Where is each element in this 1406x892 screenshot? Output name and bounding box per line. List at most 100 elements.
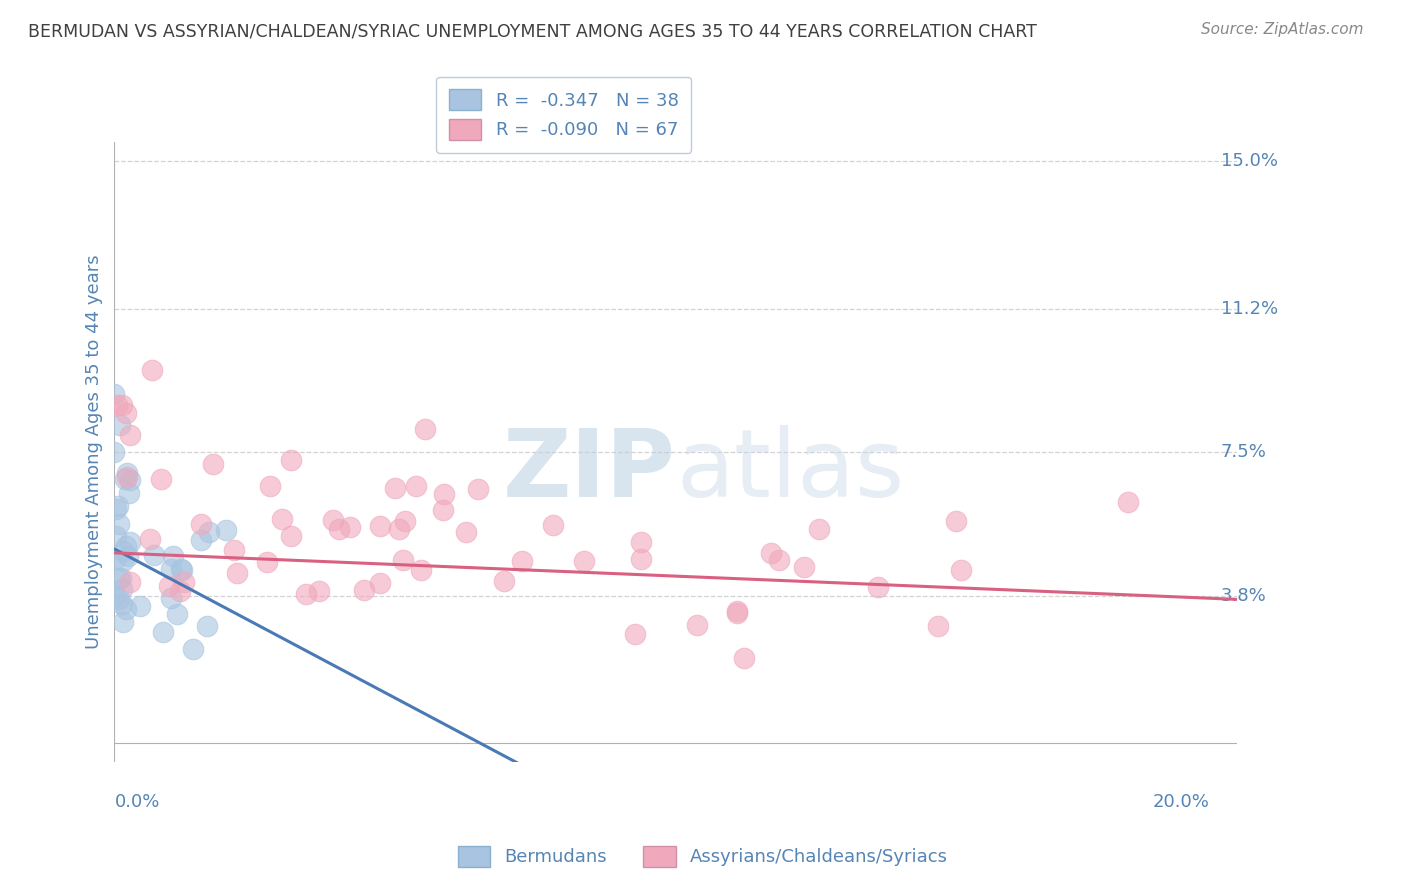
Point [111,554,134,568]
Point [308,584,330,599]
Point [110,571,132,585]
Point [725,604,748,618]
Point [128,599,150,613]
Point [808,522,831,536]
Point [950,563,973,577]
Point [198,524,221,539]
Point [107,499,129,513]
Point [280,453,302,467]
Point [117,470,139,484]
Point [107,592,129,607]
Point [368,519,391,533]
Point [104,529,127,543]
Point [120,427,142,442]
Point [271,512,294,526]
Point [623,627,645,641]
Point [118,534,141,549]
Point [494,574,516,588]
Point [294,587,316,601]
Point [108,417,131,432]
Point [725,607,748,621]
Point [510,554,533,568]
Point [149,472,172,486]
Point [411,563,433,577]
Point [686,618,709,632]
Point [353,583,375,598]
Point [927,618,949,632]
Point [328,522,350,536]
Point [630,552,652,566]
Point [339,519,361,533]
Point [111,543,134,558]
Text: 15.0%: 15.0% [1220,153,1278,170]
Point [114,472,136,486]
Point [384,482,406,496]
Point [413,422,436,436]
Text: 11.2%: 11.2% [1220,300,1278,318]
Point [143,549,166,563]
Point [280,528,302,542]
Text: 3.8%: 3.8% [1220,587,1267,605]
Text: Source: ZipAtlas.com: Source: ZipAtlas.com [1201,22,1364,37]
Point [1116,495,1139,509]
Point [195,619,218,633]
Point [115,466,138,480]
Point [152,625,174,640]
Point [388,522,411,536]
Point [157,579,180,593]
Point [322,513,344,527]
Text: 0.0%: 0.0% [114,793,160,811]
Point [201,457,224,471]
Point [141,363,163,377]
Y-axis label: Unemployment Among Ages 35 to 44 years: Unemployment Among Ages 35 to 44 years [86,255,103,649]
Point [394,515,416,529]
Text: 7.5%: 7.5% [1220,443,1267,461]
Point [173,574,195,589]
Point [467,482,489,496]
Point [868,580,890,594]
Point [118,575,141,590]
Point [104,589,127,603]
Point [115,539,138,553]
Point [433,486,456,500]
Point [115,406,138,420]
Point [104,502,127,516]
Point [110,597,132,611]
Point [104,552,127,566]
Point [169,583,191,598]
Point [120,473,142,487]
Point [117,549,139,564]
Text: atlas: atlas [676,425,904,516]
Point [190,533,212,548]
Point [103,445,125,459]
Point [103,387,125,401]
Point [160,562,183,576]
Point [572,554,595,568]
Point [215,523,238,537]
Point [159,591,181,605]
Point [170,563,193,577]
Point [405,479,427,493]
Text: BERMUDAN VS ASSYRIAN/CHALDEAN/SYRIAC UNEMPLOYMENT AMONG AGES 35 TO 44 YEARS CORR: BERMUDAN VS ASSYRIAN/CHALDEAN/SYRIAC UNE… [28,22,1038,40]
Text: 20.0%: 20.0% [1153,793,1211,811]
Point [761,546,783,560]
Point [108,572,131,586]
Point [224,542,246,557]
Point [166,607,188,621]
Legend: R =  -0.347   N = 38, R =  -0.090   N = 67: R = -0.347 N = 38, R = -0.090 N = 67 [436,77,692,153]
Point [111,582,134,596]
Point [226,566,249,580]
Point [733,650,755,665]
Point [543,517,565,532]
Point [114,601,136,615]
Point [181,641,204,656]
Point [190,516,212,531]
Point [112,615,135,629]
Point [105,398,128,412]
Legend: Bermudans, Assyrians/Chaldeans/Syriacs: Bermudans, Assyrians/Chaldeans/Syriacs [450,838,956,874]
Point [118,486,141,500]
Point [162,549,184,563]
Point [456,524,478,539]
Point [945,514,967,528]
Point [630,535,652,549]
